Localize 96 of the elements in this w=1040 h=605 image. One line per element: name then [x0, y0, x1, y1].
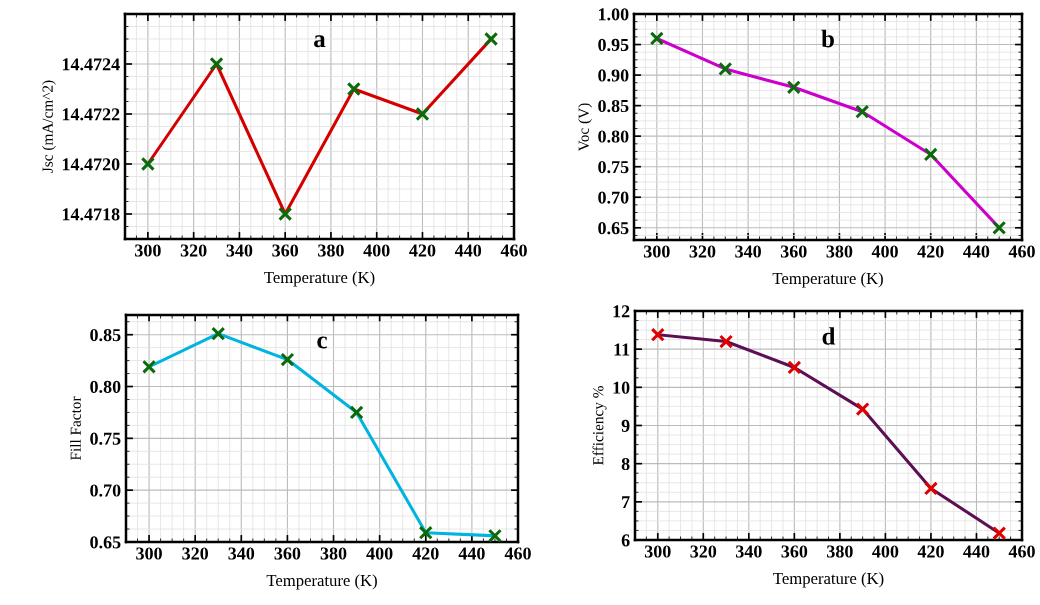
y-tick-label: 0.85	[598, 99, 629, 113]
x-tick-label: 340	[735, 245, 761, 258]
y-tick-label: 0.70	[598, 191, 629, 204]
x-tick-label: 380	[320, 547, 347, 560]
x-tick-label: 360	[274, 547, 301, 560]
annotation: a	[314, 35, 326, 48]
x-tick-label: 400	[872, 545, 899, 558]
y-axis-title: Voc (V)	[578, 103, 592, 152]
x-tick-label: 420	[917, 245, 944, 258]
y-tick-label: 0.90	[598, 69, 629, 82]
x-axis-title: Temperature (K)	[773, 572, 884, 588]
x-tick-label: 420	[409, 244, 436, 257]
point	[346, 81, 361, 97]
x-tick-label: 380	[827, 545, 853, 558]
point	[487, 528, 503, 542]
point	[992, 220, 1007, 235]
point	[649, 31, 664, 46]
point	[280, 352, 295, 367]
y-axis-title: Fill Factor	[70, 396, 81, 461]
x-tick-label: 460	[1008, 545, 1035, 558]
y-tick-label: 0.75	[598, 160, 629, 174]
y-tick-label: 12	[613, 305, 630, 318]
annotation: b	[821, 29, 834, 48]
y-axis-title: Jsc (mA/cm^2)	[42, 80, 56, 173]
x-tick-label: 440	[458, 547, 485, 560]
y-tick-label: 14.4722	[62, 108, 120, 121]
y-tick-label: 6	[621, 534, 630, 547]
y-tick-label: 14.4724	[62, 58, 120, 71]
x-tick-label: 300	[135, 244, 161, 257]
point	[786, 80, 801, 95]
y-tick-label: 0.70	[90, 484, 121, 497]
point	[484, 31, 499, 47]
x-tick-label: 340	[735, 545, 762, 558]
point	[415, 106, 430, 122]
x-tick-label: 340	[226, 244, 253, 257]
x-tick-label: 400	[871, 245, 898, 258]
x-tick-label: 340	[228, 547, 255, 560]
x-tick-label: 320	[180, 244, 207, 257]
x-tick-label: 460	[504, 547, 531, 560]
point	[211, 326, 226, 341]
x-tick-label: 440	[454, 244, 482, 257]
y-tick-label: 1.00	[598, 8, 629, 21]
y-tick-label: 8	[621, 457, 630, 471]
x-tick-label: 380	[318, 244, 344, 257]
y-tick-label: 0.80	[598, 130, 629, 143]
point	[992, 526, 1007, 540]
point	[855, 104, 870, 119]
point	[349, 405, 364, 420]
y-tick-label: 10	[613, 381, 630, 394]
x-axis-title: Temperature (K)	[772, 272, 883, 288]
x-axis-title: Temperature (K)	[264, 271, 375, 287]
y-tick-label: 11	[614, 343, 630, 356]
y-tick-label: 0.65	[90, 536, 121, 549]
point	[718, 61, 733, 77]
x-tick-label: 300	[644, 545, 671, 558]
x-tick-label: 460	[1008, 245, 1035, 258]
point	[650, 327, 665, 342]
point	[923, 481, 939, 496]
y-tick-label: 7	[622, 496, 630, 509]
y-tick-label: 0.65	[598, 222, 629, 235]
point	[140, 156, 155, 172]
x-tick-label: 320	[690, 545, 717, 558]
point	[855, 402, 870, 417]
x-axis-title: Temperature (K)	[266, 574, 377, 590]
x-tick-label: 440	[963, 245, 990, 258]
y-tick-label: 14.4718	[62, 208, 120, 221]
annotation: d	[822, 327, 836, 345]
x-tick-label: 380	[826, 245, 853, 258]
x-tick-label: 300	[136, 547, 162, 560]
y-tick-label: 9	[621, 419, 630, 432]
point	[209, 56, 224, 72]
x-tick-label: 420	[412, 547, 439, 560]
y-tick-label: 0.75	[90, 432, 121, 445]
point	[278, 206, 293, 222]
y-axis-title: Efficiency %	[592, 386, 607, 466]
point	[718, 334, 734, 349]
point	[787, 360, 802, 375]
x-tick-label: 320	[689, 245, 716, 258]
x-tick-label: 360	[272, 244, 299, 257]
x-tick-label: 420	[917, 545, 944, 558]
x-tick-label: 440	[963, 545, 990, 558]
x-tick-label: 300	[643, 245, 670, 258]
x-tick-label: 320	[182, 547, 209, 560]
x-tick-label: 400	[366, 547, 393, 560]
annotation: c	[317, 336, 327, 349]
x-tick-label: 360	[781, 545, 808, 558]
x-tick-label: 400	[363, 244, 390, 257]
y-tick-label: 14.4720	[62, 158, 120, 171]
y-tick-label: 0.85	[90, 328, 121, 342]
x-tick-label: 460	[500, 244, 527, 257]
point	[141, 359, 157, 374]
y-tick-label: 0.80	[90, 380, 121, 394]
x-tick-label: 360	[780, 245, 807, 258]
point	[418, 525, 433, 540]
y-tick-label: 0.95	[598, 38, 629, 52]
point	[923, 147, 938, 162]
